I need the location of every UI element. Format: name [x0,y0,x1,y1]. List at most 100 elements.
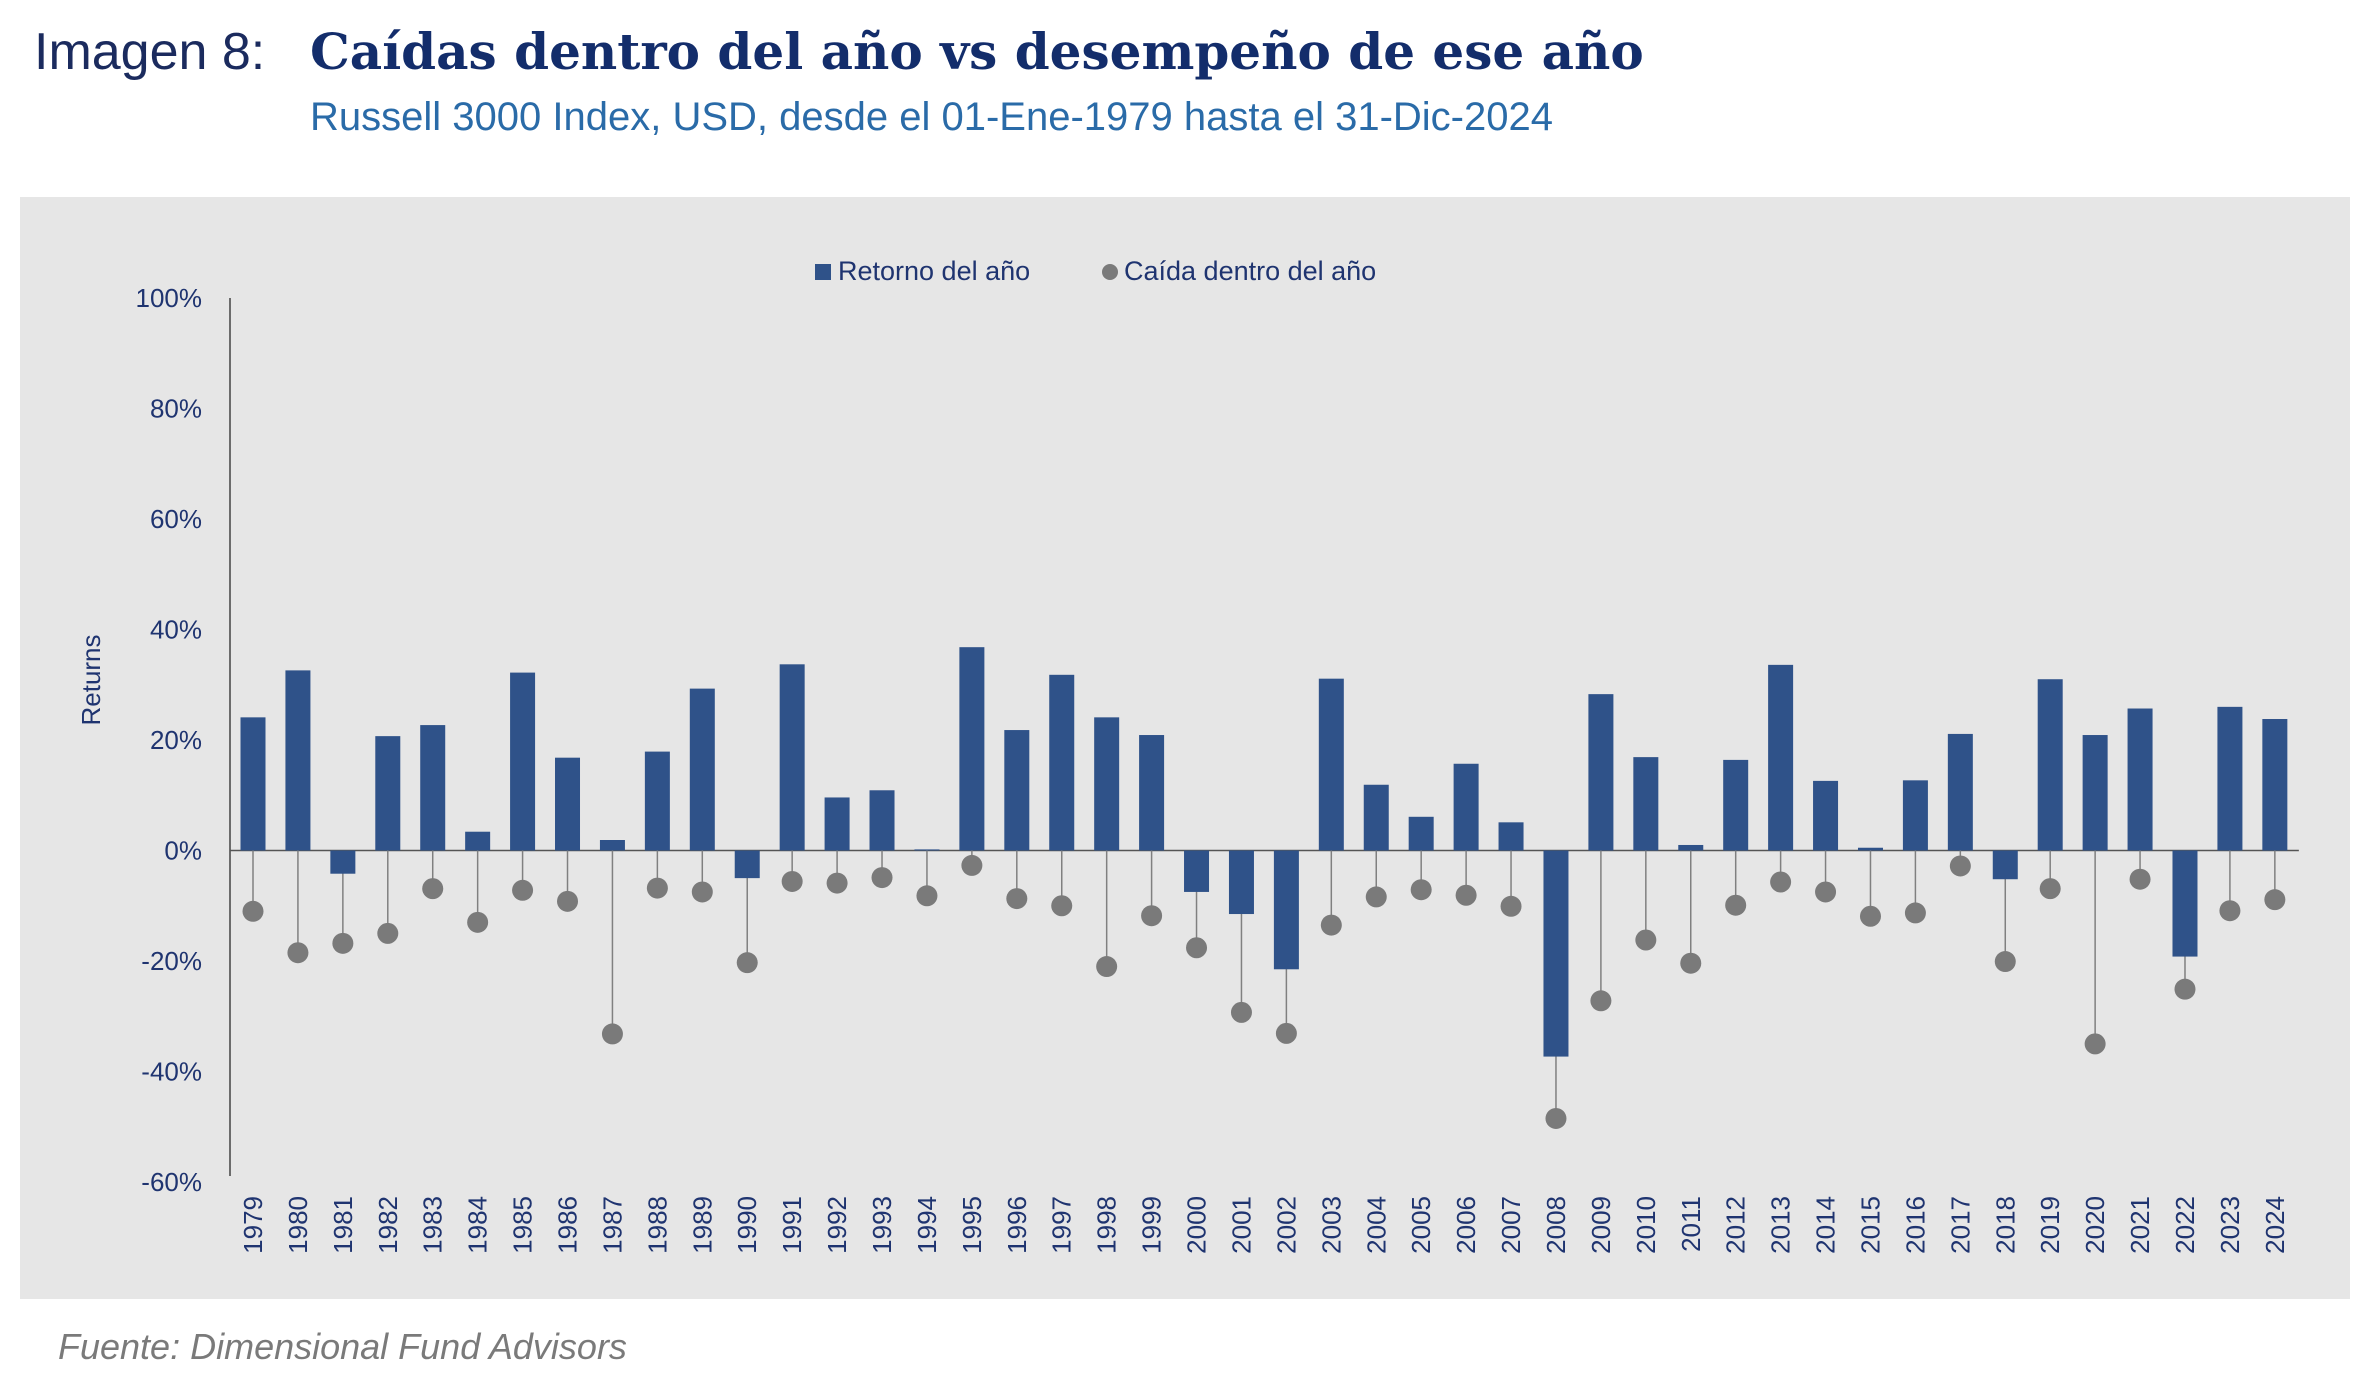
y-axis-title: Returns [76,634,106,725]
drawdown-dot [1455,884,1477,906]
legend-dot-swatch [1102,264,1118,280]
drawdown-dot [2129,868,2151,890]
bar-mark [1273,850,1299,970]
x-tick-label: 2010 [1631,1196,1661,1254]
drawdown-dot [826,872,848,894]
x-tick-label: 1993 [867,1196,897,1254]
drawdown-dot [377,922,399,944]
x-tick-label: 1995 [957,1196,987,1254]
x-tick-label: 2023 [2215,1196,2245,1254]
bar-mark [1768,664,1794,851]
drawdown-dot [1994,951,2016,973]
bar-mark [734,850,760,879]
drawdown-dot [1859,905,1881,927]
drawdown-dot [736,952,758,974]
chart-svg: 100% 80% 60% 40% 20% 0% -20% -40% -60% Returns 197… [76,256,2299,1254]
y-tick-label: 80% [150,394,202,424]
x-tick-label: 1988 [642,1196,672,1254]
x-tick-label: 2012 [1721,1196,1751,1254]
bar-mark [2172,850,2198,957]
y-tick-label: 20% [150,725,202,755]
bar-mark [1723,759,1749,851]
source-note: Fuente: Dimensional Fund Advisors [58,1326,627,1367]
bar-mark [1228,850,1254,915]
x-tick-label: 1987 [597,1196,627,1254]
drawdown-dot [1365,886,1387,908]
drawdown-dot [332,932,354,954]
x-tick-label: 2018 [1990,1196,2020,1254]
bar-mark [1498,822,1524,851]
x-tick-label: 1992 [822,1196,852,1254]
x-tick-label: 2009 [1586,1196,1616,1254]
bar-mark [2082,735,2108,851]
bar-mark [1813,780,1839,851]
x-tick-label: 2014 [1811,1196,1841,1254]
bar-mark [555,757,581,851]
x-tick-label: 1986 [553,1196,583,1254]
x-tick-label: 2007 [1496,1196,1526,1254]
bar-mark [1004,730,1030,851]
x-tick-label: 2005 [1406,1196,1436,1254]
x-tick-label: 2013 [1766,1196,1796,1254]
bar-mark [1318,678,1344,851]
bar-mark [1094,717,1120,851]
bar-mark [465,831,491,851]
drawdown-dot [1725,894,1747,916]
drawdown-dot [601,1023,623,1045]
x-tick-label: 1999 [1137,1196,1167,1254]
x-tick-label: 1990 [732,1196,762,1254]
x-tick-label: 2024 [2260,1196,2290,1254]
x-tick-label: 2008 [1541,1196,1571,1254]
bar-mark [689,688,715,851]
bar-mark [644,751,670,851]
y-tick-label: 60% [150,504,202,534]
bar-mark [2262,719,2288,851]
x-tick-label: 2002 [1271,1196,1301,1254]
bar-mark [779,664,805,851]
bar-mark [1139,735,1165,851]
bar-mark [2037,679,2063,851]
bar-mark [1543,850,1569,1057]
bar-mark [240,717,266,851]
x-tick-label: 1996 [1002,1196,1032,1254]
drawdown-dot [1635,929,1657,951]
drawdown-dot [512,879,534,901]
bar-mark [1453,763,1479,851]
drawdown-dot [2219,900,2241,922]
x-tick-label: 1994 [912,1196,942,1254]
bar-mark [1184,850,1210,892]
drawdown-dot [1275,1022,1297,1044]
bar-mark [914,849,940,851]
bar-mark [330,850,356,874]
bar-mark [420,725,446,851]
x-tick-label: 2022 [2170,1196,2200,1254]
drawdown-dot [2174,978,2196,1000]
legend-bar-label: Retorno del año [838,256,1030,286]
x-tick-label: 1979 [238,1196,268,1254]
drawdown-dot [1815,881,1837,903]
bar-mark [2217,706,2243,851]
drawdown-dot [1051,895,1073,917]
drawdown-dot [1770,871,1792,893]
drawdown-dot [1590,990,1612,1012]
chart-panel: 100% 80% 60% 40% 20% 0% -20% -40% -60% Returns 197… [20,197,2350,1299]
x-tick-label: 2016 [1900,1196,1930,1254]
bar-mark [375,736,401,851]
drawdown-dot [287,942,309,964]
x-tick-label: 1985 [508,1196,538,1254]
y-tick-label: -20% [141,946,202,976]
drawdown-dot [1320,914,1342,936]
x-tick-label: 1983 [418,1196,448,1254]
figure-label: Imagen 8: [34,23,266,81]
bar-mark [2127,708,2153,851]
drawdown-dot [242,900,264,922]
x-tick-label: 2000 [1182,1196,1212,1254]
bar-mark [1947,733,1973,851]
bar-mark [599,840,625,851]
y-tick-label: 0% [164,836,202,866]
x-tick-label: 1997 [1047,1196,1077,1254]
bar-mark [1363,784,1389,851]
x-tick-label: 2001 [1226,1196,1256,1254]
chart-title: Caídas dentro del año vs desempeño de es… [310,22,1644,81]
bar-mark [1678,844,1704,851]
